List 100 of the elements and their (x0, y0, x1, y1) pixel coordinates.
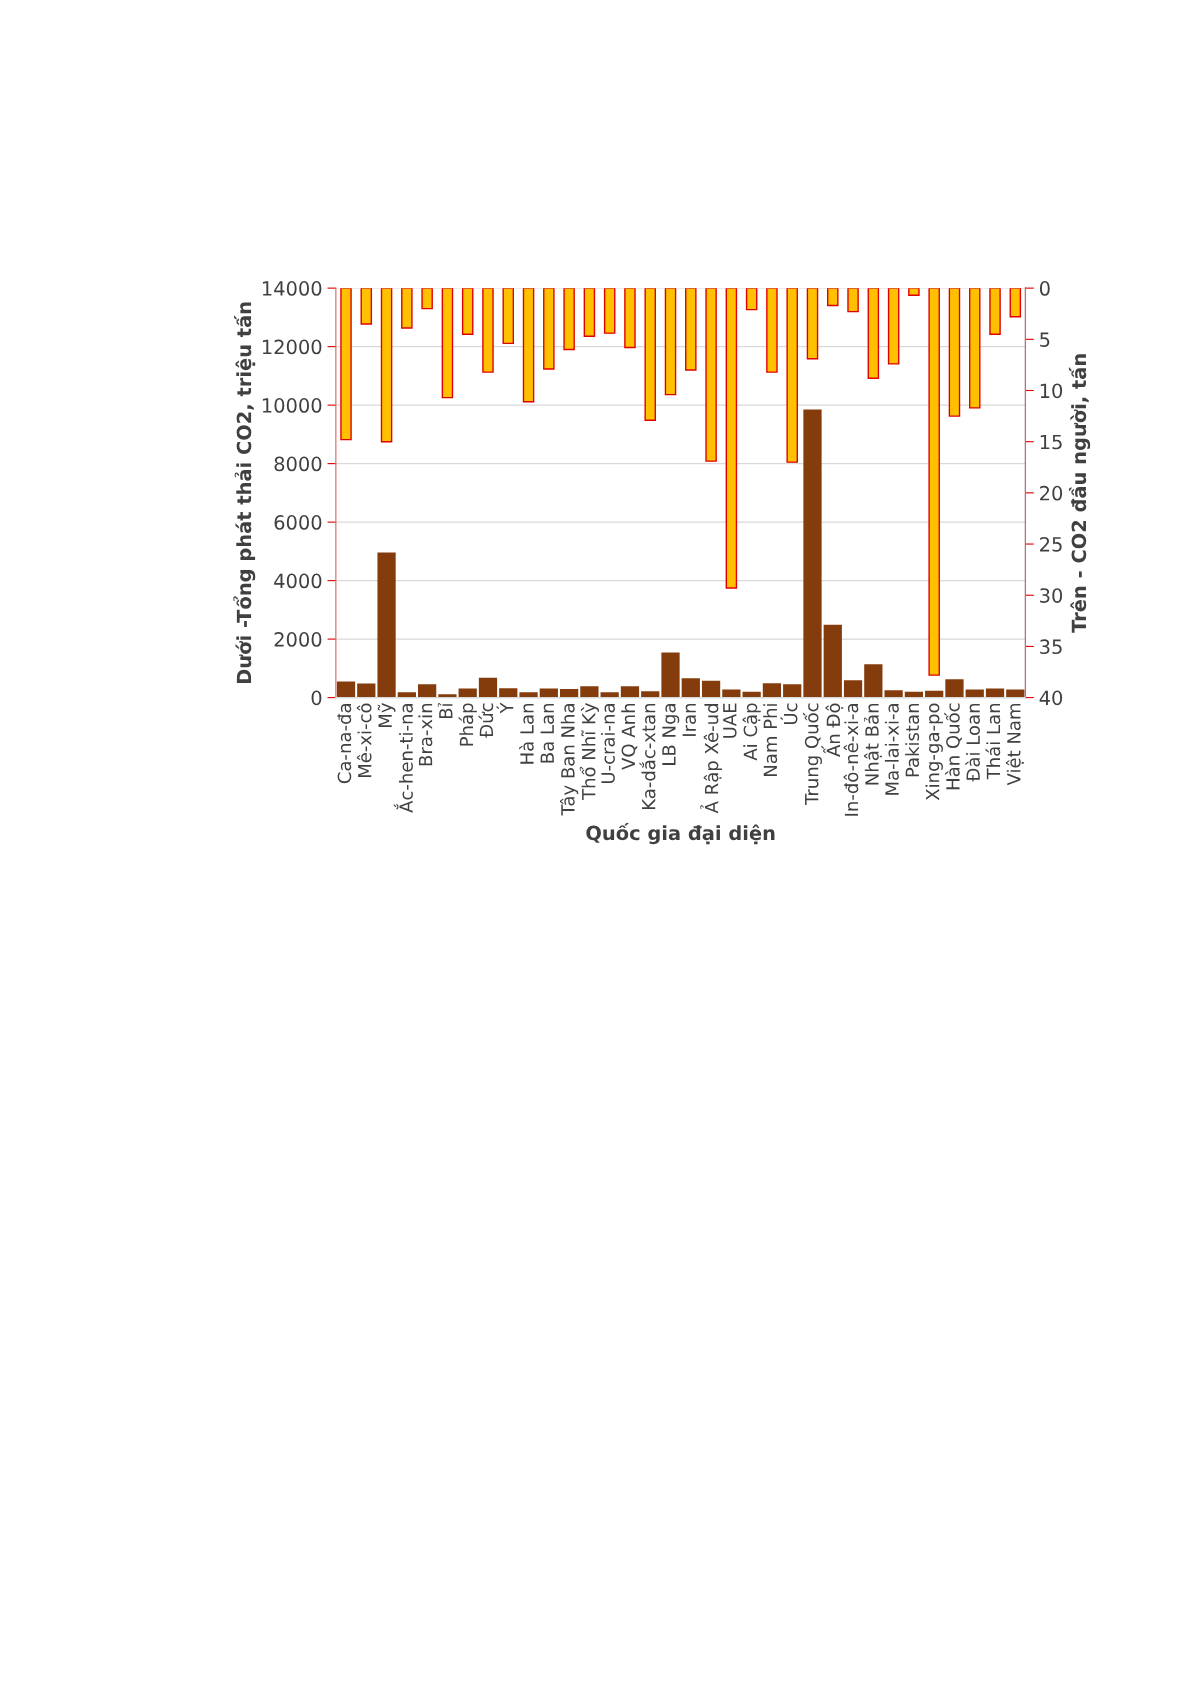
bar (864, 664, 883, 698)
bar (478, 677, 498, 698)
y2-tick-label: 5 (1040, 332, 1050, 347)
bar (843, 680, 863, 698)
bar (803, 409, 822, 698)
bar (603, 288, 616, 334)
bar (928, 288, 940, 676)
x-tick-label: Úc (780, 703, 798, 725)
bar (685, 288, 697, 371)
y2-tick-label: 10 (1040, 383, 1063, 399)
bar (377, 552, 396, 698)
x-tick-label: Tây Ban Nha (560, 704, 579, 816)
bar (783, 684, 802, 698)
bar (884, 690, 903, 698)
bar (482, 288, 494, 373)
bar (701, 680, 721, 698)
x-tick-label: Đức (478, 703, 494, 738)
bar (766, 288, 778, 373)
x-tick-label: Ma-lai-xi-a (884, 704, 899, 795)
x-tick-label: In-đô-nê-xi-a (843, 704, 859, 816)
bar (827, 288, 839, 307)
bar (644, 288, 656, 421)
y2-tick-label: 35 (1040, 639, 1062, 655)
bar (519, 692, 538, 698)
x-tick-label: Đài Loan (965, 703, 980, 782)
bar (1006, 689, 1025, 698)
y2-axis-title: Trên - CO2 đầu người, tấn (1068, 354, 1091, 633)
y-tick-label: 14000 (262, 281, 322, 296)
bar (745, 288, 758, 311)
x-tick-label: Thái Lan (985, 703, 1001, 780)
bar (499, 688, 518, 698)
y2-tick-label: 20 (1040, 485, 1063, 501)
x-tick-label: Ai Cập (742, 703, 761, 761)
bar (945, 679, 964, 698)
bar (705, 288, 717, 462)
bar (968, 288, 981, 409)
x-tick-label: Xing-ga-po (925, 703, 943, 801)
y-tick-label: 2000 (274, 632, 322, 647)
x-tick-label: Bra-xin (418, 703, 433, 766)
bar (722, 689, 741, 698)
x-tick-label: LB Nga (662, 704, 680, 765)
x-tick-label: Hàn Quốc (944, 703, 962, 790)
x-tick-label: Nam Phi (763, 704, 778, 776)
x-tick-label: VQ Anh (621, 703, 638, 770)
y-tick-label: 10000 (262, 398, 322, 413)
x-tick-label: Pakistan (905, 703, 920, 777)
bar (786, 288, 798, 463)
bar (806, 288, 819, 360)
x-tick-label: Ả Rập Xê-ud (700, 704, 722, 814)
bar (522, 288, 535, 403)
x-tick-label: Ý (496, 702, 514, 714)
bar (762, 683, 782, 698)
y-tick-label: 4000 (274, 573, 322, 589)
y2-tick-label: 30 (1040, 588, 1063, 603)
bar (823, 624, 842, 698)
y-tick-label: 12000 (262, 339, 322, 355)
bar (563, 288, 575, 351)
bar (661, 652, 680, 698)
x-tick-label: Pháp (458, 703, 477, 746)
y-tick-label: 8000 (274, 456, 322, 472)
bar (624, 288, 636, 349)
y2-tick-label: 15 (1040, 434, 1062, 450)
x-tick-label: U-crai-na (600, 704, 615, 784)
bar (965, 689, 984, 698)
bar (641, 691, 660, 698)
y2-tick-label: 40 (1039, 690, 1063, 706)
bar (908, 288, 920, 296)
bar (401, 288, 413, 329)
x-tick-label: Ấn Độ (821, 703, 844, 757)
y-axis-title: Dưới -Tổng phát thải CO2, triệu tấn (233, 302, 256, 684)
y-tick-label: 0 (311, 690, 322, 706)
bar (380, 288, 393, 443)
bar (438, 694, 457, 698)
bar (583, 288, 596, 337)
bar (580, 686, 599, 698)
bar (989, 288, 1001, 335)
x-tick-label: Ba Lan (540, 703, 555, 763)
bar (1009, 288, 1022, 318)
x-axis-title: Quốc gia đại diện (586, 823, 775, 845)
bar (441, 288, 454, 399)
bar (948, 288, 961, 417)
bar (559, 689, 579, 698)
bar (502, 288, 515, 345)
bar (421, 288, 433, 310)
x-tick-label: Thổ Nhĩ Kỳ (579, 702, 600, 800)
bar (360, 288, 373, 325)
y-tick-label: 6000 (274, 515, 322, 530)
x-tick-label: Mê-xi-cô (356, 703, 372, 778)
bar (887, 288, 900, 365)
x-tick-label: Việt Nam (1005, 703, 1024, 786)
bar (340, 288, 352, 441)
x-tick-label: Trung Quốc (802, 703, 822, 806)
bar (600, 692, 619, 698)
x-tick-label: Bỉ (437, 702, 453, 719)
y2-tick-label: 25 (1040, 537, 1062, 552)
x-tick-label: Ca-na-đa (337, 704, 352, 784)
x-tick-label: Hà Lan (519, 703, 534, 764)
bar (397, 692, 416, 698)
y2-tick-label: 0 (1039, 281, 1050, 296)
x-tick-label: UAE (723, 703, 737, 738)
